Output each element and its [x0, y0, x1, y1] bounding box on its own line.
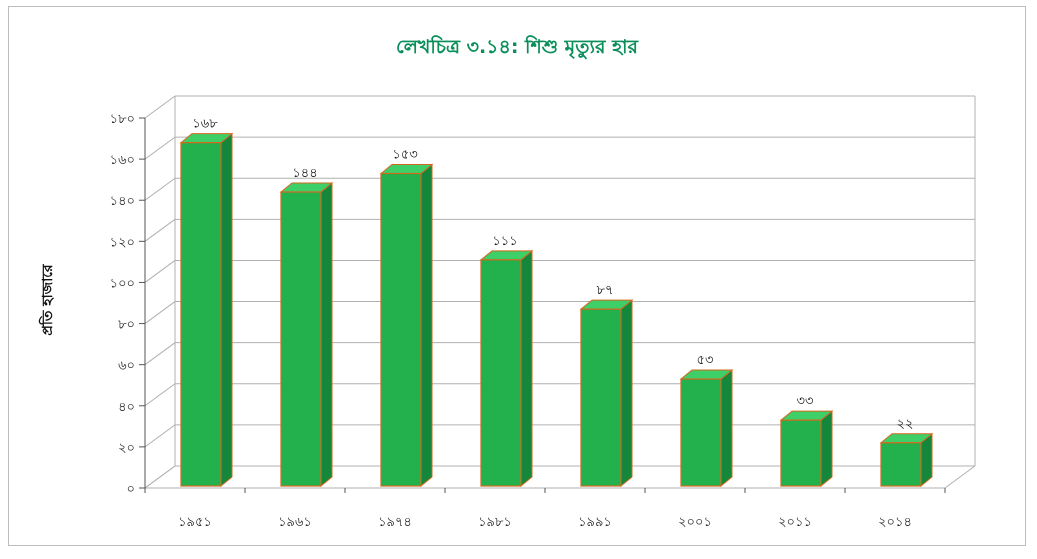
- y-tick-label: ৮০: [118, 318, 135, 333]
- bar-side: [320, 181, 333, 488]
- gridline-diagonal: [144, 260, 176, 283]
- y-tick-label: ১৮০: [110, 112, 135, 127]
- y-tick-label: ১২০: [110, 235, 135, 250]
- data-label: ৩৩: [797, 394, 814, 409]
- gridline-diagonal: [144, 218, 176, 242]
- bar: [480, 259, 522, 487]
- gridline-diagonal: [144, 136, 176, 160]
- bar: [580, 308, 622, 487]
- x-tick-label: ২০১১: [778, 515, 812, 530]
- bar-side: [620, 299, 633, 488]
- bar: [180, 142, 222, 487]
- gridline-diagonal: [144, 424, 176, 448]
- x-tick-label: ২০০১: [678, 515, 712, 530]
- floor-back-edge: [144, 465, 975, 489]
- bar: [880, 442, 922, 487]
- data-label: ৮৭: [597, 283, 614, 298]
- gridline-diagonal: [144, 342, 176, 366]
- x-tick-label: ১৯৫১: [178, 515, 212, 530]
- x-tick-label: ১৯৬১: [278, 515, 312, 530]
- gridline-diagonal: [144, 177, 176, 201]
- gridline-diagonal: [144, 383, 176, 407]
- y-tick-label: ১৪০: [110, 194, 135, 209]
- chart-title: লেখচিত্র ৩.১৪: শিশু মৃত্যুর হার: [395, 36, 639, 58]
- bar-side: [220, 132, 233, 488]
- x-tick-label: ১৯৮১: [478, 515, 512, 530]
- y-tick-label: ৪০: [118, 400, 135, 415]
- y-tick-label: ০: [127, 482, 135, 497]
- y-tick-label: ১০০: [110, 276, 135, 291]
- y-tick-label: ১৬০: [110, 153, 135, 168]
- x-tick-label: ১৯৭৪: [378, 515, 412, 530]
- gridline-diagonal: [144, 301, 176, 324]
- data-label: ১১১: [492, 234, 517, 249]
- y-tick-label: ৬০: [118, 359, 135, 374]
- bar-side: [420, 163, 433, 488]
- y-tick-label: ২০: [118, 441, 135, 456]
- data-label: ২২: [897, 417, 914, 432]
- gridline-diagonal: [144, 465, 176, 489]
- x-tick-label: ১৯৯১: [578, 515, 612, 530]
- data-label: ৫৩: [697, 353, 714, 368]
- bar-side: [820, 410, 833, 488]
- bar-side: [520, 249, 533, 488]
- bar: [280, 191, 322, 487]
- data-label: ১৪৪: [292, 166, 317, 181]
- floor-right-edge: [944, 465, 976, 489]
- bar-side: [720, 369, 733, 488]
- gridline-diagonal: [144, 95, 176, 119]
- x-tick-label: ২০১৪: [878, 515, 912, 530]
- bar: [780, 419, 822, 487]
- bar: [380, 172, 422, 487]
- bar: [680, 378, 722, 487]
- data-label: ১৫৩: [392, 148, 417, 163]
- data-label: ১৬৮: [192, 117, 218, 132]
